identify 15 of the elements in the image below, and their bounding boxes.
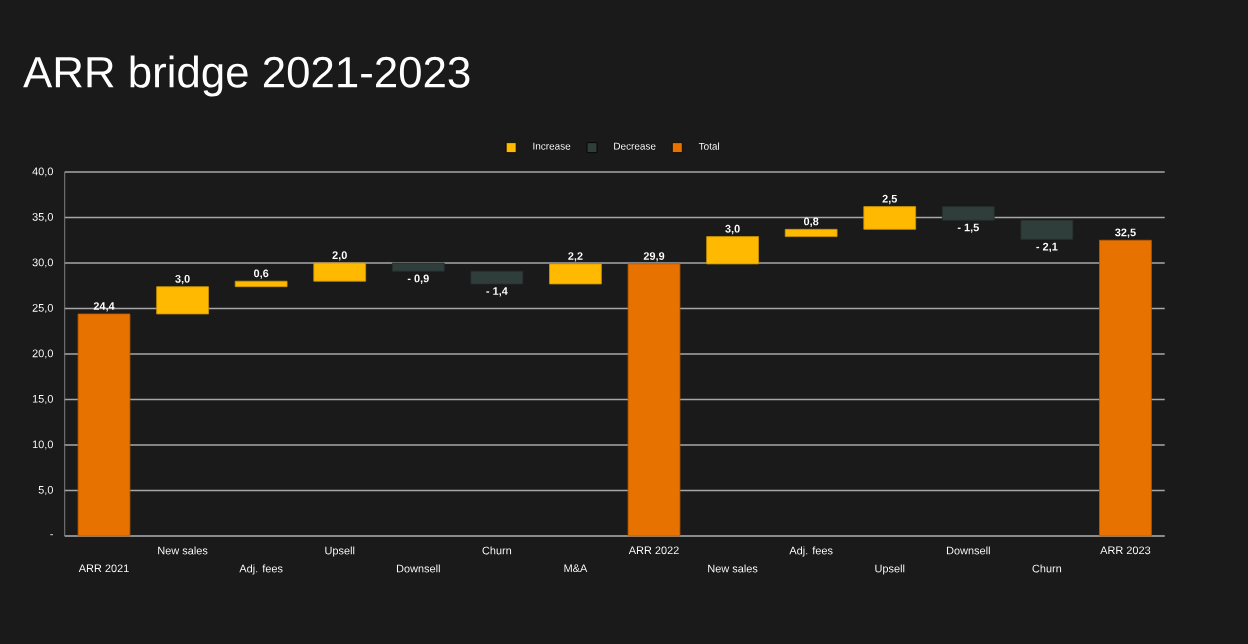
bar [1099, 239, 1152, 537]
bar [706, 236, 759, 265]
bar [391, 262, 445, 272]
bar [627, 263, 681, 537]
bar [156, 286, 209, 315]
bar [549, 263, 602, 285]
bar [784, 228, 838, 238]
bar [77, 313, 131, 537]
bar [234, 280, 288, 288]
bar [863, 206, 917, 230]
bar [313, 262, 367, 282]
bar [1020, 219, 1074, 240]
bar [470, 270, 524, 285]
chart-title: ARR bridge 2021-2023 [23, 55, 470, 97]
bar [941, 206, 995, 221]
